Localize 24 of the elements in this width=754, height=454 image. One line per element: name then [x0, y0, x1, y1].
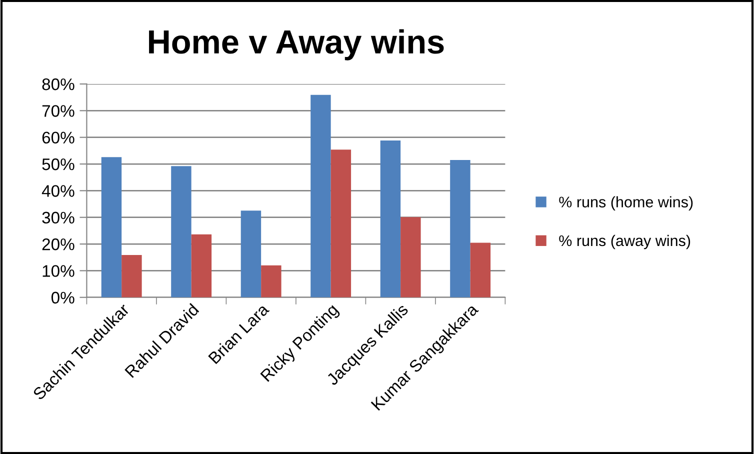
y-tick-label: 0% — [51, 292, 74, 304]
chart-title: Home v Away wins — [149, 29, 444, 60]
y-tick-label: 20% — [42, 238, 74, 250]
bar — [191, 234, 212, 298]
bar — [450, 160, 470, 298]
y-tick-label: 70% — [42, 105, 74, 117]
bar — [261, 265, 282, 298]
bar — [171, 166, 192, 298]
y-tick-label: 50% — [42, 158, 74, 170]
legend-label: % runs (home wins) — [559, 196, 693, 210]
bar — [240, 210, 262, 298]
y-tick-label: 80% — [42, 78, 74, 90]
bar — [310, 94, 331, 298]
y-tick-label: 40% — [42, 185, 74, 197]
bar — [400, 217, 421, 298]
y-tick-label: 10% — [42, 265, 74, 277]
bar — [330, 150, 352, 298]
bar — [470, 242, 491, 298]
bar — [122, 254, 142, 298]
bar — [101, 157, 122, 298]
y-tick-label: 30% — [42, 212, 74, 224]
legend-label: % runs (away wins) — [559, 234, 690, 250]
bar — [380, 140, 401, 298]
y-tick-label: 60% — [42, 132, 74, 144]
